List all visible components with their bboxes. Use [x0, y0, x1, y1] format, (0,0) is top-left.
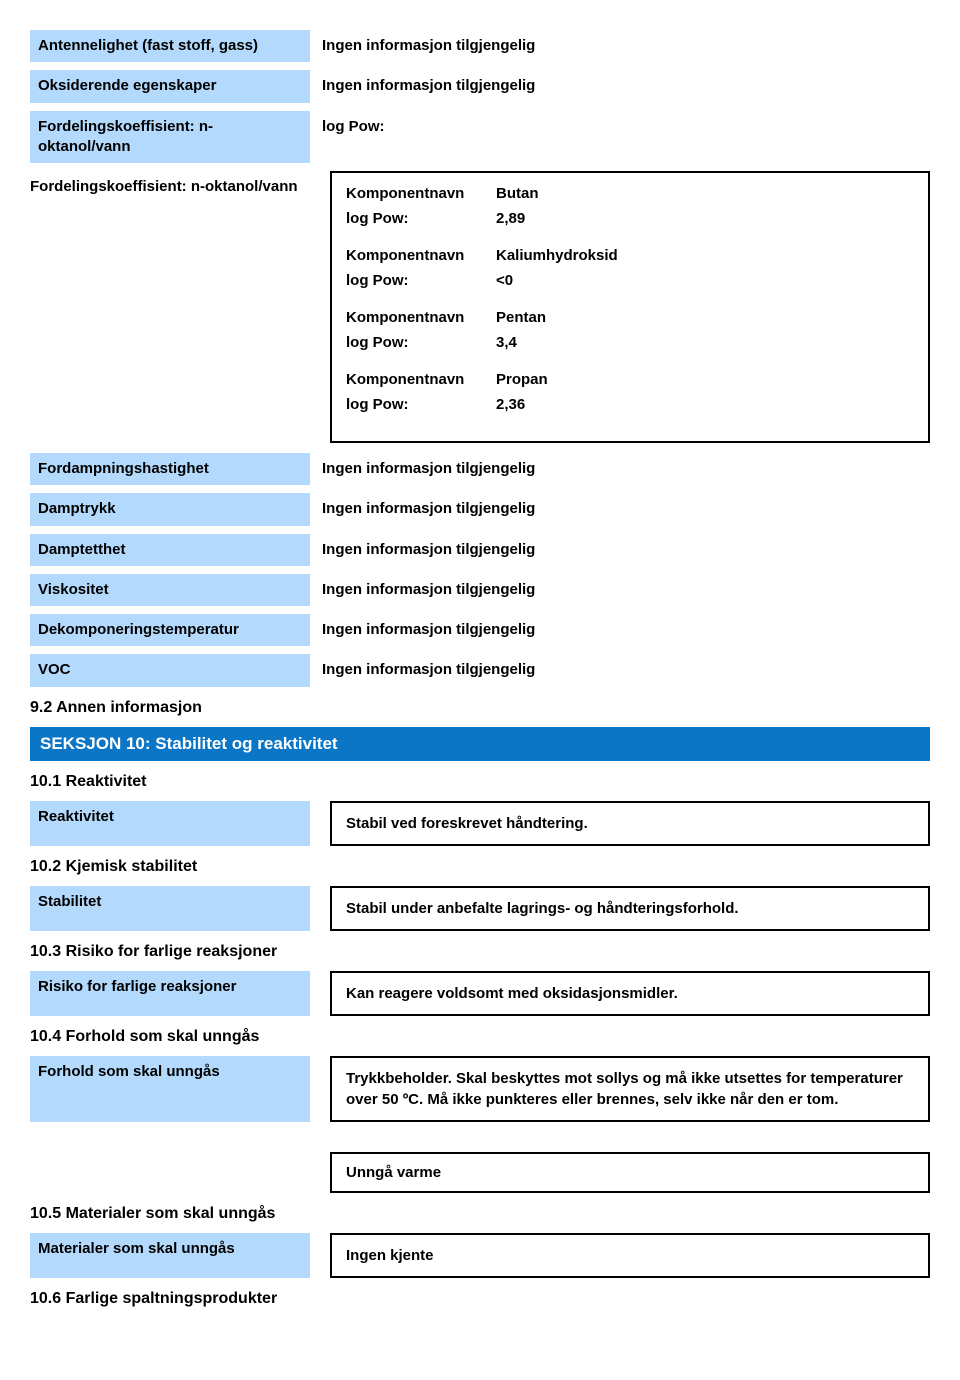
property-value: Ingen informasjon tilgjengelig: [310, 574, 930, 606]
component-pow-key: log Pow:: [346, 208, 496, 229]
property-label: Fordelingskoeffisient: n-oktanol/vann: [30, 111, 310, 164]
property-value: Ingen informasjon tilgjengelig: [310, 453, 930, 485]
property-row: Antennelighet (fast stoff, gass) Ingen i…: [30, 30, 930, 62]
component-block: KomponentnavnKaliumhydroksid log Pow:<0: [346, 245, 914, 291]
component-name-key: Komponentnavn: [346, 245, 496, 266]
partition-row: Fordelingskoeffisient: n-oktanol/vann Ko…: [30, 171, 930, 443]
property-value: Ingen informasjon tilgjengelig: [310, 534, 930, 566]
component-name: Kaliumhydroksid: [496, 245, 914, 266]
partition-label: Fordelingskoeffisient: n-oktanol/vann: [30, 171, 310, 443]
property-label: Viskositet: [30, 574, 310, 606]
hazard-reactions-value: Kan reagere voldsomt med oksidasjonsmidl…: [330, 971, 930, 1016]
stability-label: Stabilitet: [30, 886, 310, 931]
property-label: Damptetthet: [30, 534, 310, 566]
property-label: Fordampningshastighet: [30, 453, 310, 485]
conditions-avoid-label: Forhold som skal unngås: [30, 1056, 310, 1122]
component-name: Butan: [496, 183, 914, 204]
component-pow-key: log Pow:: [346, 270, 496, 291]
subsection-10-6: 10.6 Farlige spaltningsprodukter: [30, 1290, 930, 1308]
reactivity-label: Reaktivitet: [30, 801, 310, 846]
subsection-10-3: 10.3 Risiko for farlige reaksjoner: [30, 943, 930, 961]
subsection-10-4: 10.4 Forhold som skal unngås: [30, 1028, 930, 1046]
components-box: KomponentnavnButan log Pow:2,89 Komponen…: [330, 171, 930, 443]
component-pow: 2,89: [496, 208, 914, 229]
component-pow: 2,36: [496, 394, 914, 415]
materials-avoid-label: Materialer som skal unngås: [30, 1233, 310, 1278]
subsection-10-2: 10.2 Kjemisk stabilitet: [30, 858, 930, 876]
property-row: Damptrykk Ingen informasjon tilgjengelig: [30, 493, 930, 525]
property-label: Antennelighet (fast stoff, gass): [30, 30, 310, 62]
section-10-header: SEKSJON 10: Stabilitet og reaktivitet: [30, 727, 930, 761]
conditions-avoid-row: Forhold som skal unngås Trykkbeholder. S…: [30, 1056, 930, 1122]
property-row: Oksiderende egenskaper Ingen informasjon…: [30, 70, 930, 102]
component-pow: <0: [496, 270, 914, 291]
component-name-key: Komponentnavn: [346, 307, 496, 328]
conditions-avoid-value: Trykkbeholder. Skal beskyttes mot sollys…: [330, 1056, 930, 1122]
component-block: KomponentnavnPropan log Pow:2,36: [346, 369, 914, 415]
component-name: Pentan: [496, 307, 914, 328]
property-value: Ingen informasjon tilgjengelig: [310, 614, 930, 646]
property-row: Viskositet Ingen informasjon tilgjengeli…: [30, 574, 930, 606]
subsection-10-5: 10.5 Materialer som skal unngås: [30, 1205, 930, 1223]
stability-value: Stabil under anbefalte lagrings- og hånd…: [330, 886, 930, 931]
component-name: Propan: [496, 369, 914, 390]
property-value: Ingen informasjon tilgjengelig: [310, 70, 930, 102]
property-row: Fordampningshastighet Ingen informasjon …: [30, 453, 930, 485]
component-name-key: Komponentnavn: [346, 369, 496, 390]
property-label: Oksiderende egenskaper: [30, 70, 310, 102]
hazard-reactions-row: Risiko for farlige reaksjoner Kan reager…: [30, 971, 930, 1016]
property-value: Ingen informasjon tilgjengelig: [310, 493, 930, 525]
page-container: Antennelighet (fast stoff, gass) Ingen i…: [0, 0, 960, 1348]
property-label: Dekomponeringstemperatur: [30, 614, 310, 646]
component-block: KomponentnavnPentan log Pow:3,4: [346, 307, 914, 353]
property-row: Fordelingskoeffisient: n-oktanol/vann lo…: [30, 111, 930, 164]
stability-row: Stabilitet Stabil under anbefalte lagrin…: [30, 886, 930, 931]
reactivity-value: Stabil ved foreskrevet håndtering.: [330, 801, 930, 846]
component-pow-key: log Pow:: [346, 332, 496, 353]
component-pow-key: log Pow:: [346, 394, 496, 415]
subsection-10-1: 10.1 Reaktivitet: [30, 773, 930, 791]
property-label: VOC: [30, 654, 310, 686]
property-value: log Pow:: [310, 111, 930, 143]
property-value: Ingen informasjon tilgjengelig: [310, 30, 930, 62]
component-block: KomponentnavnButan log Pow:2,89: [346, 183, 914, 229]
reactivity-row: Reaktivitet Stabil ved foreskrevet håndt…: [30, 801, 930, 846]
materials-avoid-value: Ingen kjente: [330, 1233, 930, 1278]
component-name-key: Komponentnavn: [346, 183, 496, 204]
property-row: VOC Ingen informasjon tilgjengelig: [30, 654, 930, 686]
component-pow: 3,4: [496, 332, 914, 353]
property-label: Damptrykk: [30, 493, 310, 525]
property-row: Damptetthet Ingen informasjon tilgjengel…: [30, 534, 930, 566]
hazard-reactions-label: Risiko for farlige reaksjoner: [30, 971, 310, 1016]
materials-avoid-row: Materialer som skal unngås Ingen kjente: [30, 1233, 930, 1278]
property-row: Dekomponeringstemperatur Ingen informasj…: [30, 614, 930, 646]
property-value: Ingen informasjon tilgjengelig: [310, 654, 930, 686]
conditions-avoid-extra: Unngå varme: [330, 1152, 930, 1193]
subsection-9-2: 9.2 Annen informasjon: [30, 699, 930, 717]
